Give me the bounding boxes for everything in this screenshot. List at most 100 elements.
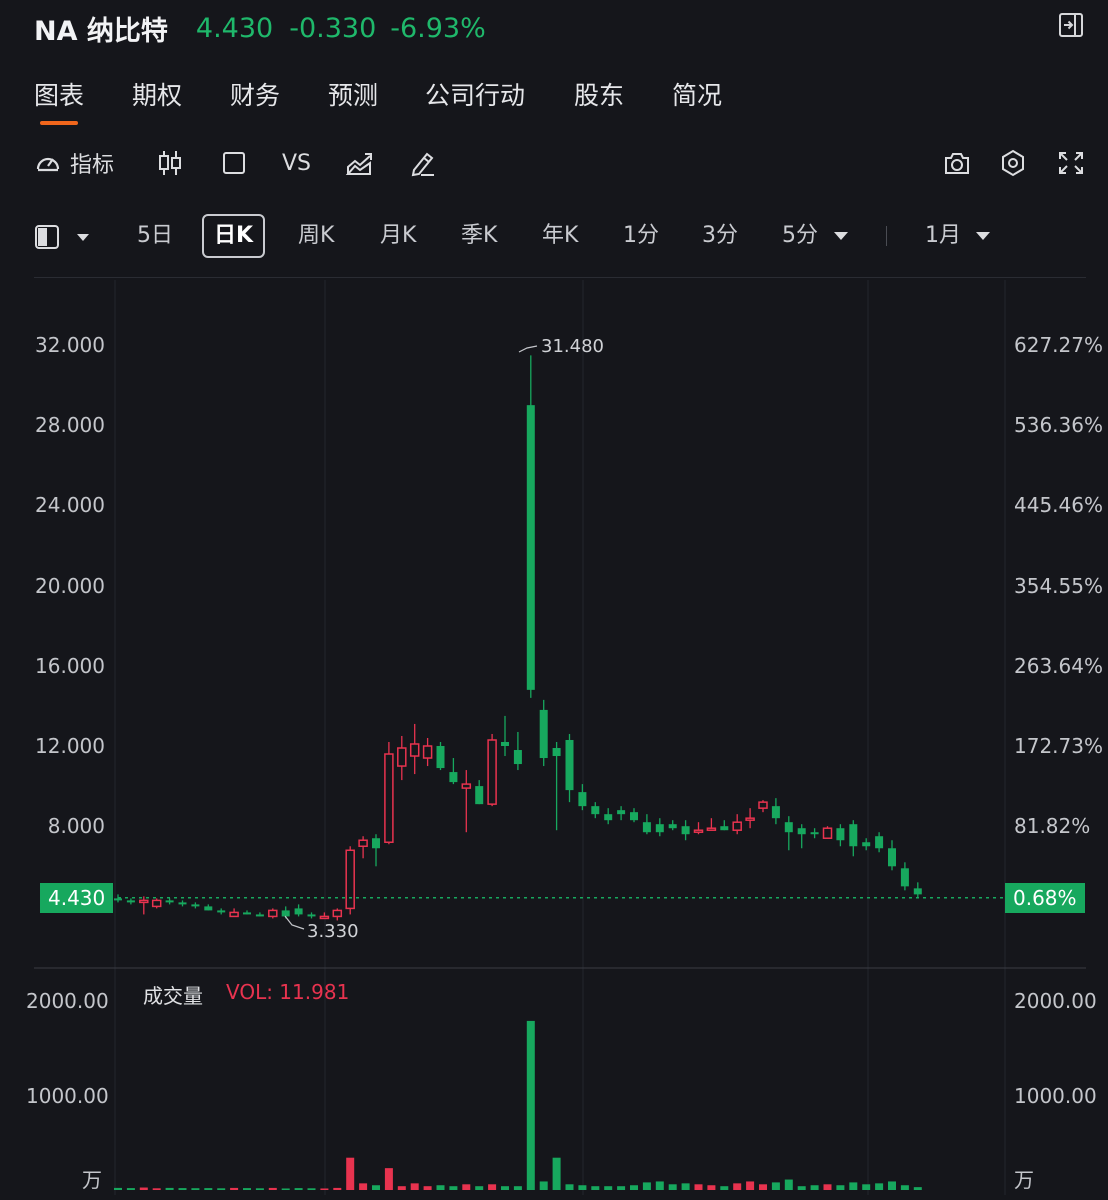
volume-series: [114, 1020, 922, 1190]
candle: [604, 808, 613, 825]
volume-bar: [759, 1184, 767, 1190]
volume-value: VOL: 11.981: [226, 980, 350, 1004]
volume-bar: [784, 1179, 793, 1190]
tab-shareholders[interactable]: 股东: [574, 81, 625, 110]
tab-forecast[interactable]: 预测: [328, 81, 379, 110]
candle: [384, 741, 394, 845]
volume-bar: [655, 1181, 664, 1190]
candlestick-type-icon[interactable]: [156, 148, 184, 178]
candle: [475, 780, 484, 805]
camera-icon[interactable]: [942, 148, 972, 178]
compare-button[interactable]: VS: [282, 150, 312, 176]
price-tick-label: 8.000: [47, 814, 105, 839]
price-tick-label: 32.000: [35, 333, 105, 357]
volume-bar: [436, 1185, 445, 1190]
volume-bar: [152, 1188, 161, 1190]
candle: [681, 820, 690, 841]
volume-tick-right: 1000.00: [1014, 1084, 1097, 1108]
candle: [900, 862, 909, 891]
tab-profile[interactable]: 简况: [672, 81, 723, 110]
volume-bar: [849, 1182, 858, 1190]
volume-unit-left: 万: [82, 1168, 102, 1192]
volume-bar: [204, 1188, 213, 1190]
volume-bar: [578, 1185, 587, 1190]
candle: [617, 806, 626, 821]
volume-bar: [668, 1184, 677, 1190]
period-1month[interactable]: 1月: [925, 223, 961, 248]
price-change: -0.330: [289, 12, 377, 44]
period-5d[interactable]: 5日: [137, 223, 173, 248]
indicator-button[interactable]: 指标: [34, 148, 114, 178]
percent-tick-label: 263.64%: [1014, 653, 1103, 678]
candle: [862, 838, 871, 851]
square-icon[interactable]: [221, 148, 247, 178]
volume-bar: [126, 1188, 135, 1190]
tab-chart[interactable]: 图表: [34, 81, 85, 110]
candle: [720, 820, 729, 831]
period-quarterly-k[interactable]: 季K: [461, 223, 498, 248]
period-1min[interactable]: 1分: [623, 223, 659, 248]
volume-bar: [733, 1183, 742, 1190]
tab-corporate-actions[interactable]: 公司行动: [425, 81, 526, 110]
candle: [165, 898, 174, 905]
period-3min[interactable]: 3分: [702, 223, 738, 248]
volume-bar: [307, 1188, 316, 1190]
fullscreen-icon[interactable]: [1057, 148, 1085, 178]
volume-bar: [913, 1187, 922, 1190]
volume-bar: [720, 1186, 729, 1190]
chevron-down-icon[interactable]: [832, 229, 850, 243]
tab-options[interactable]: 期权: [132, 81, 183, 110]
volume-bar: [255, 1188, 264, 1190]
period-5min[interactable]: 5分: [782, 223, 818, 248]
tab-financials[interactable]: 财务: [230, 81, 281, 110]
candle: [706, 818, 717, 831]
candle: [771, 798, 780, 825]
candle: [655, 818, 664, 837]
volume-bar: [888, 1181, 896, 1190]
period-daily-k[interactable]: 日K: [202, 214, 266, 258]
volume-bar: [771, 1182, 780, 1190]
percent-tick-label: 445.46%: [1014, 493, 1103, 518]
period-monthly-k[interactable]: 月K: [380, 223, 417, 248]
chart-analysis-icon[interactable]: [344, 148, 374, 178]
percent-tick-label: 536.36%: [1014, 413, 1103, 438]
low-annotation-label: 3.330: [307, 921, 359, 942]
volume-bar: [642, 1182, 651, 1190]
high-annotation: 31.480: [518, 336, 604, 357]
chevron-down-icon: [77, 234, 89, 241]
candle: [501, 715, 509, 757]
layout-toggle-icon[interactable]: [34, 224, 98, 250]
volume-bar: [333, 1187, 342, 1190]
exit-fullscreen-icon[interactable]: [1058, 12, 1084, 38]
candle: [307, 912, 316, 919]
candle: [345, 846, 355, 915]
candle: [229, 908, 239, 918]
volume-unit-right: 万: [1014, 1168, 1034, 1192]
draw-pen-icon[interactable]: [408, 148, 438, 178]
candle: [565, 733, 574, 803]
chart-grid: [114, 280, 1006, 1195]
chevron-down-icon[interactable]: [974, 229, 992, 243]
price-tick-label: 12.000: [35, 734, 105, 758]
candle: [332, 908, 343, 921]
candle: [758, 800, 768, 813]
last-price: 4.430: [195, 12, 274, 44]
candle: [875, 832, 884, 853]
candle: [822, 826, 833, 839]
candle: [836, 824, 845, 847]
candle: [139, 896, 149, 915]
candle: [745, 808, 755, 829]
price-tick-label: 16.000: [35, 653, 105, 678]
candle: [449, 758, 458, 785]
settings-gear-icon[interactable]: [998, 148, 1028, 178]
period-divider: [886, 226, 887, 246]
volume-bar: [372, 1185, 380, 1190]
period-weekly-k[interactable]: 周K: [298, 223, 335, 248]
period-yearly-k[interactable]: 年K: [542, 223, 579, 248]
indicator-label: 指标: [70, 153, 115, 178]
volume-bar: [423, 1186, 432, 1190]
volume-bar: [565, 1184, 574, 1190]
candle: [552, 741, 561, 831]
percent-tick-label: 627.27%: [1014, 333, 1103, 357]
